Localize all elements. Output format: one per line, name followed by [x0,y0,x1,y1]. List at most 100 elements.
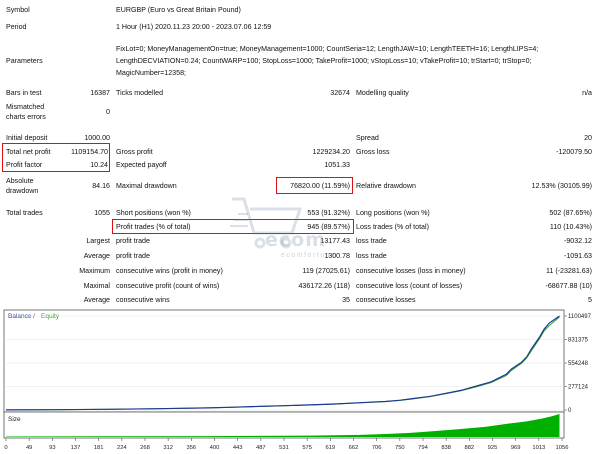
quality-label: Modelling quality [356,89,409,97]
size-label: Size [8,416,21,423]
y-tick-label: 277124 [568,385,589,391]
avg-consec-wins-label: consecutive wins [116,296,170,304]
ticks-value: 32674 [330,89,350,97]
short-positions-label: Short positions (won %) [116,209,191,217]
maximal-consec-loss-label: consecutive loss (count of losses) [356,282,463,290]
expected-payoff-value: 1051.33 [324,161,350,169]
x-tick-label: 619 [325,445,335,451]
spread-value: 20 [584,134,592,142]
avg-consec-label: Average [83,296,110,304]
mismatched-label-2: charts errors [6,113,46,121]
average-loss-value: -1091.63 [563,252,592,260]
profit-trades-label: Profit trades (% of total) [116,223,191,231]
spread-label: Spread [356,134,379,142]
maximal-consec-profit-value: 436172.26 (118) [298,282,350,290]
watermark-sub-text: ecomfortune [281,252,337,259]
largest-profit-label: profit trade [116,237,150,245]
long-positions-value: 502 (87.65%) [549,209,592,217]
absolute-drawdown-value: 84.16 [92,182,110,190]
relative-drawdown-label: Relative drawdown [356,182,416,190]
gross-loss-value: -120079.50 [556,148,592,156]
parameters-line-2: LengthDECVIATION=0.24; CountWARP=100; St… [116,57,532,65]
x-tick-label: 400 [210,445,220,451]
maximal-drawdown-label: Maximal drawdown [116,182,177,190]
y-tick-label: 831375 [568,338,589,344]
gross-loss-label: Gross loss [356,148,390,156]
maximal-label: Maximal [83,282,110,290]
average-profit-value: 1300.78 [324,252,350,260]
profit-trades-value: 945 (89.57%) [307,223,350,231]
balance-equity-chart: Balance / Equity Size 1100497 831375 55424… [0,308,600,452]
chart-title-equity: Equity [41,313,60,320]
bars-value: 16387 [90,89,110,97]
y-tick-label: 554248 [568,361,589,367]
profit-factor-value: 10.24 [90,161,108,169]
absolute-drawdown-label-1: Absolute [6,177,34,185]
initial-deposit-value: 1000.00 [84,134,110,142]
largest-profit-value: 13177.43 [320,237,350,245]
total-trades-value: 1055 [94,209,110,217]
average-loss-label: loss trade [356,252,387,260]
chart-title-balance: Balance [8,313,32,320]
mismatched-value: 0 [106,108,110,116]
net-profit-label: Total net profit [6,148,51,156]
parameters-line-1: FixLot=0; MoneyManagementOn=true; MoneyM… [116,45,539,53]
maximal-consec-profit-label: consecutive profit (count of wins) [116,282,220,290]
highlight-max-drawdown-box [276,177,353,194]
x-tick-label: 224 [117,445,127,451]
gross-profit-label: Gross profit [116,148,153,156]
y-tick-label: 0 [568,408,572,414]
x-tick-label: 0 [4,445,7,451]
loss-trades-value: 110 (10.43%) [549,223,592,231]
max-consec-wins-value: 119 (27025.61) [302,267,350,275]
chart-svg: Balance / Equity Size 1100497 831375 55424… [3,309,592,451]
watermark-brand-text: ecom [265,229,326,251]
x-tick-label: 662 [349,445,359,451]
period-value: 1 Hour (H1) 2020.11.23 20:00 - 2023.07.0… [116,23,272,31]
mismatched-label-1: Mismatched [6,103,45,111]
relative-drawdown-value: 12.53% (30105.99) [531,182,592,190]
x-tick-label: 838 [441,445,451,451]
highlight-profit-trades-box [112,219,354,234]
highlight-net-profit-box [2,143,110,172]
parameters-line-3: MagicNumber=12358; [116,69,186,77]
avg-consec-wins-value: 35 [342,296,350,304]
x-tick-label: 750 [395,445,405,451]
loss-trades-label: Loss trades (% of total) [356,223,429,231]
x-tick-label: 575 [302,445,312,451]
profit-factor-label: Profit factor [6,161,43,169]
initial-deposit-label: Initial deposit [6,134,48,142]
x-tick-label: 312 [163,445,173,451]
largest-loss-label: loss trade [356,237,387,245]
balance-plot-frame [3,309,565,413]
avg-consec-losses-label: consecutive losses [356,296,416,304]
x-tick-label: 531 [279,445,289,451]
absolute-drawdown-label-2: drawdown [6,187,39,195]
largest-label: Largest [86,237,110,245]
long-positions-label: Long positions (won %) [356,209,430,217]
largest-loss-value: -9032.12 [563,237,592,245]
max-consec-wins-label: consecutive wins (profit in money) [116,267,223,275]
symbol-value: EURGBP (Euro vs Great Britain Pound) [116,6,241,14]
x-tick-label: 181 [94,445,104,451]
average-profit-label: profit trade [116,252,150,260]
x-tick-label: 268 [140,445,150,451]
cart-logo-watermark [230,197,303,249]
maximum-label: Maximum [79,267,110,275]
x-tick-label: 1056 [556,445,569,451]
balance-line [5,315,560,411]
x-tick-label: 356 [186,445,196,451]
x-tick-label: 443 [233,445,243,451]
x-tick-label: 487 [256,445,266,451]
chart-title-separator: / [33,313,35,320]
x-tick-label: 706 [372,445,382,451]
average-label: Average [83,252,110,260]
ticks-label: Ticks modelled [116,89,164,97]
period-label: Period [6,23,27,31]
y-tick-label: 1100497 [568,314,592,320]
maximal-consec-loss-value: -68677.88 (10) [545,282,592,290]
avg-consec-losses-value: 5 [588,296,592,304]
quality-value: n/a [582,89,592,97]
symbol-label: Symbol [6,6,30,14]
maximal-drawdown-value: 76820.00 (11.59%) [290,182,350,190]
